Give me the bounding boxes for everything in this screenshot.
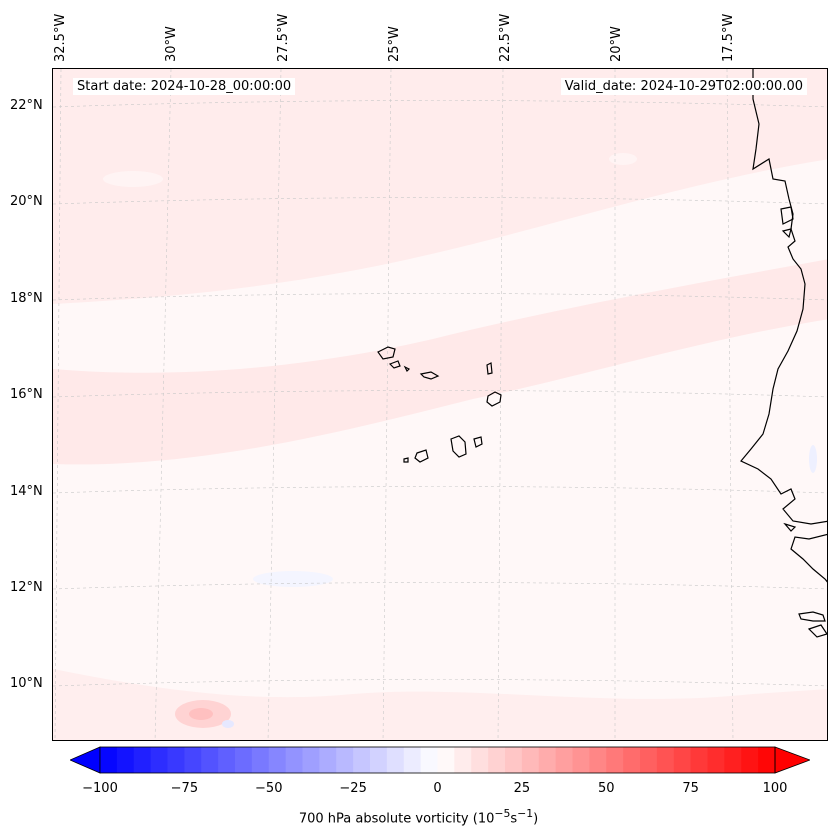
lat-label-22n: 22°N (10, 98, 43, 113)
colorbar-segment (133, 747, 152, 773)
colorbar-segment (741, 747, 759, 773)
colorbar-segment (167, 747, 185, 773)
colorbar-segment (589, 747, 607, 773)
colorbar-label: 700 hPa absolute vorticity (10−5s−1) (0, 807, 837, 826)
colorbar-tick-label: −50 (255, 781, 283, 796)
lon-label-17.5w: 17.5°W (721, 13, 736, 62)
colorbar-segment (521, 747, 540, 773)
colorbar-segment (201, 747, 219, 773)
colorbar-segment (673, 747, 692, 773)
graticule (53, 69, 827, 740)
colorbar-segment (403, 747, 422, 773)
colorbar-segment (386, 747, 405, 773)
colorbar-segment (302, 747, 320, 773)
colorbar-segment (420, 747, 438, 773)
colorbar-segment (336, 747, 354, 773)
colorbar-extend-low (70, 746, 101, 774)
map-canvas (53, 69, 827, 740)
colorbar-frame (99, 746, 776, 774)
lon-label-32.5w: 32.5°W (53, 13, 68, 62)
colorbar-label-mid: s (510, 811, 518, 827)
colorbar-segment (218, 747, 236, 773)
colorbar-segment (370, 747, 388, 773)
lat-label-14n: 14°N (10, 484, 43, 499)
lat-label-12n: 12°N (10, 580, 43, 595)
valid-date-label: Valid_date: 2024-10-29T02:00:00.00 (560, 78, 807, 95)
lon-label-27.5w: 27.5°W (276, 13, 291, 62)
colorbar-segment (505, 747, 523, 773)
colorbar-segment (606, 747, 624, 773)
colorbar (70, 746, 810, 774)
lat-label-20n: 20°N (10, 194, 43, 209)
colorbar-segment (184, 747, 202, 773)
colorbar-tick-label: 50 (597, 781, 615, 796)
lon-label-20w: 20°W (609, 26, 624, 62)
colorbar-segment (656, 747, 675, 773)
colorbar-segment (623, 747, 641, 773)
lon-label-30w: 30°W (164, 26, 179, 62)
colorbar-segment (724, 747, 742, 773)
colorbar-segment (116, 747, 135, 773)
lat-label-18n: 18°N (10, 291, 43, 306)
colorbar-segment (572, 747, 590, 773)
colorbar-segment (454, 747, 472, 773)
colorbar-segment (707, 747, 725, 773)
colorbar-segment (319, 747, 337, 773)
colorbar-segment (268, 747, 287, 773)
coastline (740, 69, 827, 638)
colorbar-tick-label: 100 (762, 781, 788, 796)
colorbar-segment (251, 747, 270, 773)
colorbar-segment (640, 747, 658, 773)
colorbar-segment (150, 747, 168, 773)
colorbar-segment (488, 747, 506, 773)
colorbar-segment (285, 747, 303, 773)
colorbar-segment (353, 747, 371, 773)
colorbar-segment (437, 747, 455, 773)
colorbar-segment (555, 747, 573, 773)
colorbar-tick-label: 25 (513, 781, 531, 796)
colorbar-segment (235, 747, 253, 773)
map-panel[interactable]: Start date: 2024-10-28_00:00:00 Valid_da… (52, 68, 828, 741)
colorbar-extend-high (774, 746, 810, 774)
colorbar-label-exp1: −5 (494, 807, 511, 820)
colorbar-segment (471, 747, 489, 773)
colorbar-tick-label: −75 (170, 781, 199, 796)
vorticity-field (53, 69, 827, 740)
colorbar-tick-label: −25 (339, 781, 367, 796)
colorbar-label-end: ) (533, 811, 539, 827)
lat-label-10n: 10°N (10, 676, 43, 691)
colorbar-tick-label: −100 (82, 781, 118, 796)
colorbar-segment (690, 747, 708, 773)
colorbar-tick-label: 0 (433, 781, 442, 796)
cape-verde-islands (377, 346, 502, 463)
lat-label-16n: 16°N (10, 387, 43, 402)
colorbar-tick-label: 75 (682, 781, 699, 796)
lon-label-25w: 25°W (387, 26, 402, 62)
colorbar-label-exp2: −1 (517, 807, 534, 820)
start-date-label: Start date: 2024-10-28_00:00:00 (73, 78, 296, 95)
colorbar-segment (538, 747, 557, 773)
colorbar-segment (100, 747, 118, 773)
lon-label-22.5w: 22.5°W (498, 13, 513, 62)
colorbar-label-text: 700 hPa absolute vorticity (10 (298, 811, 495, 827)
colorbar-segment (758, 747, 776, 773)
